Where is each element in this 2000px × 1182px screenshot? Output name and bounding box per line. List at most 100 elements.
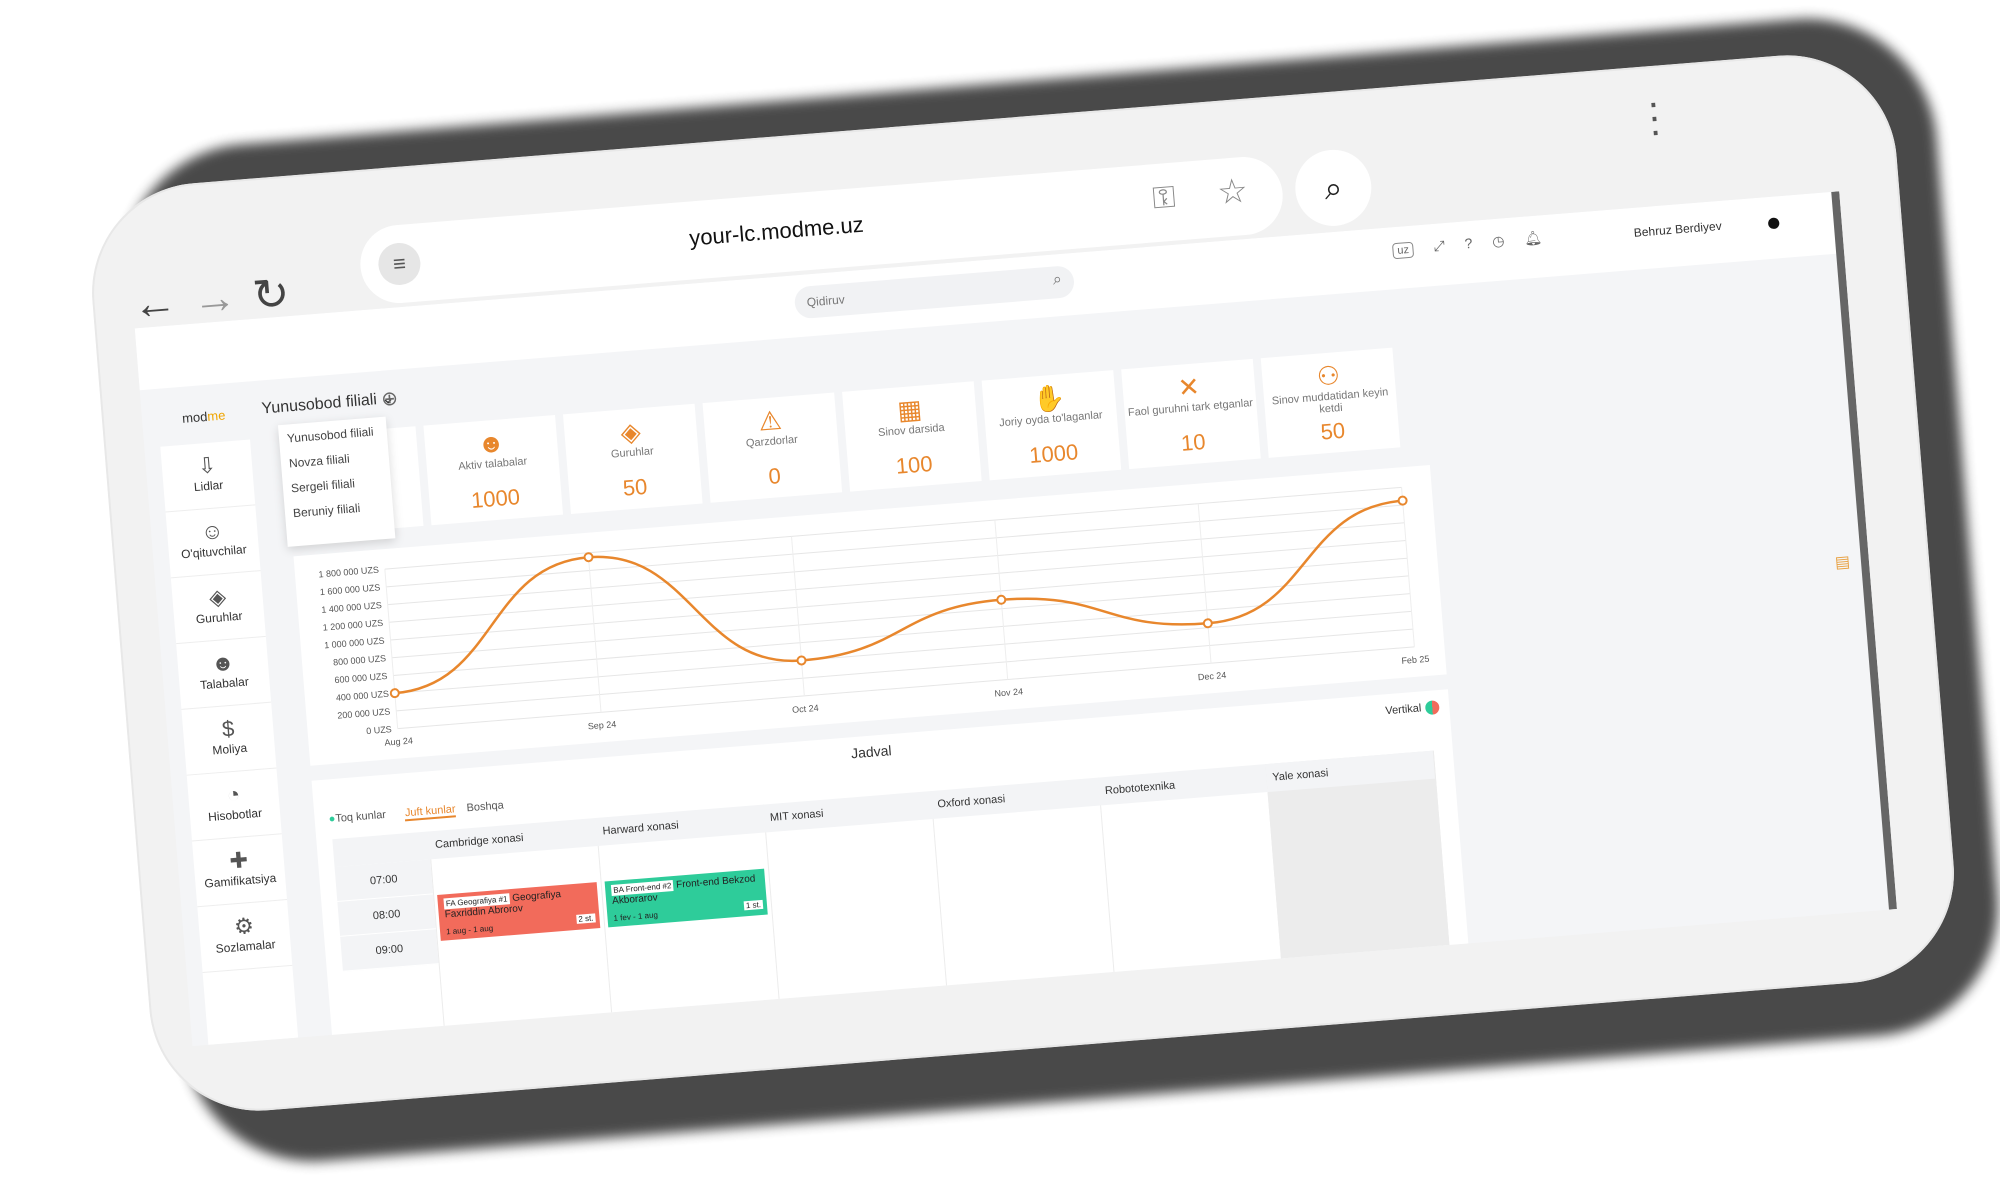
layers-icon: ◈ bbox=[208, 584, 227, 611]
sidebar: ⇩ Lidlar ☺ O'qituvchilar ◈ Guruhlar ☻ Talaba… bbox=[160, 439, 299, 1045]
data-point bbox=[996, 594, 1007, 605]
y-tick-label: 200 000 UZS bbox=[337, 706, 391, 720]
menu-kebab-icon[interactable]: · · · bbox=[1644, 80, 1664, 154]
url-text[interactable]: your-lc.modme.uz bbox=[688, 211, 865, 251]
y-tick-label: 800 000 UZS bbox=[333, 653, 387, 667]
side-panel-icon[interactable]: ▤ bbox=[1834, 553, 1851, 572]
stat-card[interactable]: ◈ Guruhlar 50 bbox=[562, 403, 703, 515]
x-tick-label: Feb 25 bbox=[1401, 654, 1430, 666]
y-tick-label: 400 000 UZS bbox=[336, 689, 390, 703]
schedule-grid: Cambridge xonasi Harward xonasi MIT xona… bbox=[332, 750, 1454, 1039]
grid-line bbox=[393, 593, 1411, 676]
schedule-tabs: ●Toq kunlar Juft kunlar Boshqa bbox=[328, 799, 512, 826]
time-rows: 07:00 08:00 09:00 bbox=[334, 859, 439, 972]
back-button[interactable]: ← bbox=[130, 277, 179, 330]
clock-icon[interactable]: ◷ bbox=[1491, 232, 1506, 250]
sidebar-item-gamifikatsiya[interactable]: ✚ Gamifikatsiya bbox=[192, 834, 288, 908]
data-point bbox=[1397, 495, 1408, 506]
stat-card[interactable]: ✋ Joriy oyda to'laganlar 1000 bbox=[981, 370, 1122, 481]
fullscreen-icon[interactable]: ⤢ bbox=[1432, 237, 1446, 254]
grid-line bbox=[390, 557, 1408, 641]
grid-line bbox=[397, 646, 1415, 730]
grid-line bbox=[587, 552, 602, 713]
grid-line bbox=[384, 486, 1402, 570]
report-icon: ◔ bbox=[225, 781, 242, 808]
y-tick-label: 0 UZS bbox=[366, 724, 392, 736]
brand-logo: modme bbox=[181, 407, 226, 426]
series-line bbox=[394, 499, 1403, 695]
x-tick-label: Aug 24 bbox=[384, 735, 413, 747]
site-settings-icon[interactable]: ≡ bbox=[376, 241, 423, 287]
user-name[interactable]: Behruz Berdiyev bbox=[1633, 218, 1723, 240]
sidebar-item-hisobotlar[interactable]: ◔ Hisobotlar bbox=[186, 768, 282, 842]
grid-line bbox=[791, 536, 805, 696]
grid-line bbox=[1401, 487, 1415, 647]
y-tick-label: 1 600 000 UZS bbox=[320, 582, 381, 597]
tab-toq-kunlar[interactable]: ●Toq kunlar bbox=[328, 808, 387, 826]
browser-search-button[interactable]: ⌕ bbox=[1292, 146, 1375, 229]
page-scrollbar[interactable] bbox=[1831, 191, 1897, 910]
x-tick-label: Sep 24 bbox=[587, 719, 616, 731]
coin-icon: $ bbox=[221, 715, 236, 742]
topbar-icons: uz ⤢ ? ◷ 🔔︎ bbox=[1376, 229, 1543, 260]
room-column: MIT xonasi bbox=[762, 791, 948, 1004]
room-column: Yale xonasi bbox=[1265, 750, 1450, 964]
room-column: Robototexnika bbox=[1097, 764, 1283, 977]
sidebar-item-lidlar[interactable]: ⇩ Lidlar bbox=[160, 439, 256, 513]
data-point bbox=[389, 688, 400, 699]
grid-line bbox=[391, 575, 1409, 659]
students-icon: ☻ bbox=[210, 649, 236, 677]
add-branch-icon[interactable]: ⊕ bbox=[380, 387, 399, 411]
app-screen: Qidiruv ⌕ uz ⤢ ? ◷ 🔔︎ Behruz Berdiyev ● … bbox=[134, 191, 1897, 1047]
sidebar-item-moliya[interactable]: $ Moliya bbox=[181, 702, 277, 776]
sidebar-item-sozlamalar[interactable]: ⚙ Sozlamalar bbox=[197, 900, 293, 974]
grid-line bbox=[396, 628, 1413, 712]
search-input[interactable]: Qidiruv ⌕ bbox=[793, 264, 1076, 320]
language-badge[interactable]: uz bbox=[1391, 241, 1415, 260]
reload-button[interactable]: ↻ bbox=[250, 268, 292, 321]
stat-card[interactable]: ⚠ Qarzdorlar 0 bbox=[702, 392, 843, 503]
chart-svg: 0 UZS 200 000 UZS 400 000 UZS 600 000 UZS 80… bbox=[318, 486, 1430, 748]
avatar-icon[interactable]: ● bbox=[1764, 206, 1783, 238]
sidebar-item-guruhlar[interactable]: ◈ Guruhlar bbox=[170, 571, 266, 645]
grid-line bbox=[389, 539, 1406, 623]
x-tick-label: Dec 24 bbox=[1197, 670, 1226, 682]
bell-icon[interactable]: 🔔︎ bbox=[1523, 229, 1543, 247]
stat-card[interactable]: ✕ Faol guruhni tark etganlar 10 bbox=[1121, 358, 1261, 470]
download-tray-icon: ⇩ bbox=[196, 452, 218, 479]
branch-dropdown: Yunusobod filiali Novza filiali Sergeli … bbox=[277, 416, 396, 547]
tab-juft-kunlar[interactable]: Juft kunlar bbox=[404, 803, 457, 822]
branch-selector[interactable]: Yunusobod filiali ⌄ bbox=[260, 389, 396, 418]
stat-card[interactable]: ☻ Aktiv talabalar 1000 bbox=[423, 414, 564, 526]
stat-card[interactable]: ⚇ Sinov muddatidan keyin ketdi 50 bbox=[1260, 347, 1401, 458]
search-icon: ⌕ bbox=[1052, 270, 1063, 289]
star-icon[interactable]: ☆ bbox=[1215, 171, 1250, 213]
tab-boshqa[interactable]: Boshqa bbox=[466, 799, 505, 815]
y-tick-label: 1 000 000 UZS bbox=[324, 636, 385, 651]
x-tick-label: Nov 24 bbox=[994, 686, 1023, 698]
schedule-title: Jadval bbox=[850, 742, 893, 762]
y-tick-label: 1 800 000 UZS bbox=[318, 565, 379, 580]
data-point bbox=[1202, 618, 1213, 629]
gear-icon: ⚙ bbox=[233, 912, 255, 940]
grid-line bbox=[394, 610, 1412, 694]
y-tick-label: 1 400 000 UZS bbox=[321, 600, 382, 615]
data-point bbox=[583, 552, 594, 563]
key-icon[interactable]: ⚿ bbox=[1151, 180, 1177, 216]
sidebar-item-oqituvchilar[interactable]: ☺ O'qituvchilar bbox=[165, 505, 261, 579]
y-tick-label: 600 000 UZS bbox=[334, 671, 388, 685]
revenue-chart: 0 UZS 200 000 UZS 400 000 UZS 600 000 UZS 80… bbox=[293, 464, 1447, 766]
grid-line bbox=[386, 504, 1404, 588]
room-column: Oxford xonasi bbox=[930, 777, 1115, 991]
data-point bbox=[796, 655, 807, 666]
forward-button[interactable]: → bbox=[190, 272, 239, 325]
stat-card[interactable]: ▦ Sinov darsida 100 bbox=[842, 381, 982, 492]
grid-line bbox=[384, 569, 399, 729]
grid-line bbox=[387, 522, 1405, 606]
help-icon[interactable]: ? bbox=[1463, 234, 1474, 252]
grid-line bbox=[1197, 503, 1212, 664]
vertikal-toggle[interactable]: Vertikal bbox=[1385, 700, 1440, 718]
tablet-frame: ← → ↻ ≡ your-lc.modme.uz ⚿ ☆ ⌕ · · · Qidir… bbox=[83, 46, 1963, 1120]
sidebar-item-talabalar[interactable]: ☻ Talabalar bbox=[176, 636, 272, 710]
x-tick-label: Oct 24 bbox=[792, 703, 819, 715]
